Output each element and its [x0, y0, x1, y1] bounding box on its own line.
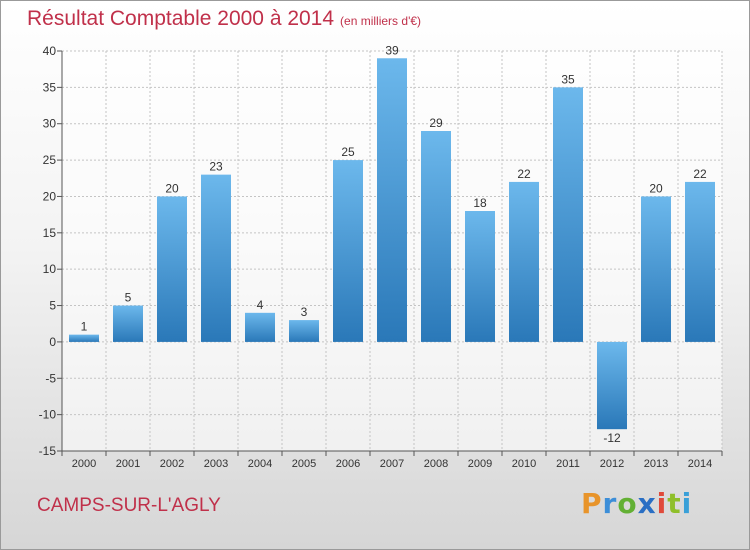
x-tick-label-2006: 2006: [336, 458, 360, 470]
data-label-2002: 20: [165, 181, 179, 195]
bar-2003: [201, 174, 231, 342]
x-tick-label-2014: 2014: [688, 458, 712, 470]
bar-2006: [333, 160, 363, 342]
x-tick-label-2012: 2012: [600, 458, 624, 470]
chart-subtitle: (en milliers d'€): [340, 14, 422, 28]
bar-2000: [69, 334, 99, 342]
bar-2009: [465, 211, 495, 342]
data-label-2006: 25: [341, 145, 355, 159]
x-tick-label-2013: 2013: [644, 458, 668, 470]
y-tick-label: 25: [43, 153, 57, 167]
bar-2002: [157, 196, 187, 342]
y-tick-label: -15: [39, 444, 57, 458]
data-label-2011: 35: [561, 72, 575, 86]
bar-2013: [641, 196, 671, 342]
bar-2010: [509, 181, 539, 342]
y-tick-label: 40: [43, 44, 57, 58]
bar-2014: [685, 181, 715, 342]
logo-letter-t: t: [667, 487, 682, 520]
data-label-2014: 22: [693, 167, 707, 181]
x-tick-label-2001: 2001: [116, 458, 140, 470]
city-name: CAMPS-SUR-L'AGLY: [37, 495, 221, 516]
x-tick-label-2003: 2003: [204, 458, 228, 470]
proxiti-logo[interactable]: Proxiti: [581, 487, 692, 520]
logo-letter-i: i: [656, 487, 668, 520]
y-tick-label: -5: [45, 371, 56, 385]
data-label-2000: 1: [81, 320, 88, 334]
x-tick-label-2011: 2011: [556, 458, 580, 470]
y-tick-label: -10: [39, 408, 57, 422]
x-tick-label-2000: 2000: [72, 458, 96, 470]
data-label-2007: 39: [385, 43, 399, 57]
data-label-2001: 5: [125, 291, 132, 305]
bar-2011: [553, 87, 583, 342]
data-label-2004: 4: [257, 298, 264, 312]
x-tick-label-2010: 2010: [512, 458, 536, 470]
bar-2007: [377, 58, 407, 342]
bar-2004: [245, 312, 275, 342]
bar-2008: [421, 131, 451, 342]
x-tick-label-2009: 2009: [468, 458, 492, 470]
data-label-2003: 23: [209, 160, 223, 174]
y-tick-label: 0: [49, 335, 56, 349]
bar-2001: [113, 305, 143, 342]
chart-title: Résultat Comptable 2000 à 2014 (en millie…: [27, 7, 421, 31]
logo-letter-p: P: [581, 487, 603, 520]
x-tick-label-2002: 2002: [160, 458, 184, 470]
y-tick-label: 5: [49, 299, 56, 313]
x-tick-label-2004: 2004: [248, 458, 272, 470]
title-text: Résultat Comptable 2000 à 2014: [27, 7, 335, 30]
data-label-2005: 3: [301, 305, 308, 319]
y-tick-label: 20: [43, 189, 57, 203]
x-tick-label-2008: 2008: [424, 458, 448, 470]
bar-2012: [597, 341, 627, 430]
x-tick-label-2005: 2005: [292, 458, 316, 470]
y-tick-label: 30: [43, 117, 57, 131]
logo-letter-o: o: [617, 487, 638, 520]
data-label-2008: 29: [429, 116, 443, 130]
y-tick-label: 35: [43, 80, 57, 94]
logo-letter-x: x: [637, 487, 657, 520]
x-tick-label-2007: 2007: [380, 458, 404, 470]
logo-letter-r: r: [602, 487, 618, 520]
bar-2005: [289, 320, 319, 342]
data-label-2009: 18: [473, 196, 487, 210]
logo-letter-i-2: i: [681, 487, 693, 520]
data-label-2010: 22: [517, 167, 531, 181]
data-label-2012: -12: [603, 431, 621, 445]
y-tick-label: 15: [43, 226, 57, 240]
y-tick-label: 10: [43, 262, 57, 276]
data-label-2013: 20: [649, 181, 663, 195]
